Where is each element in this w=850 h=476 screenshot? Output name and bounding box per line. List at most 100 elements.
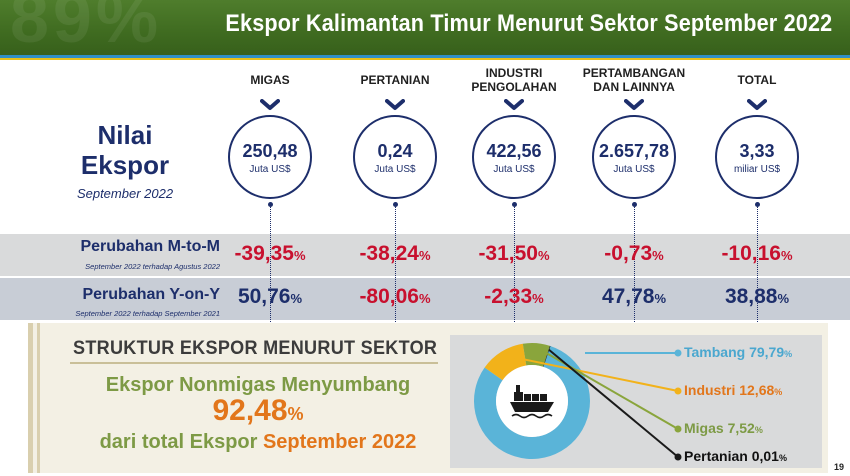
yoy-sub: September 2022 terhadap September 2021 — [75, 309, 220, 318]
yoy-percent: % — [777, 291, 790, 306]
sector-header: MIGAS — [205, 73, 335, 87]
value-circle: 250,48 Juta US$ — [228, 115, 312, 199]
yoy-number: -2,33 — [484, 285, 533, 308]
legend-percent: % — [754, 425, 763, 435]
yoy-value: 38,88% — [692, 285, 822, 309]
structure-line3-prefix: dari total Ekspor — [99, 431, 258, 453]
legend-name: Pertanian — [684, 448, 748, 464]
yoy-number: -80,06 — [359, 285, 419, 308]
value-circle: 422,56 Juta US$ — [472, 115, 556, 199]
sector-header-line1: PERTAMBANGAN — [582, 66, 686, 80]
page-number: 19 — [833, 462, 844, 472]
yoy-percent: % — [418, 291, 431, 306]
connector-dot — [392, 202, 398, 207]
structure-big-percent: % — [287, 404, 304, 424]
export-unit: Juta US$ — [613, 164, 655, 175]
export-value: 2.657,78 — [598, 141, 670, 161]
mtm-value: -10,16% — [692, 242, 822, 266]
yoy-percent: % — [290, 291, 303, 306]
chevron-down-icon — [504, 99, 524, 110]
value-circle: 0,24 Juta US$ — [353, 115, 437, 199]
page-title: Ekspor Kalimantan Timur Menurut Sektor S… — [225, 10, 832, 37]
connector-dot — [631, 202, 637, 207]
mtm-value: -31,50% — [449, 242, 579, 266]
leader-line-migas — [535, 346, 679, 430]
nilai-line2: Ekspor — [80, 150, 170, 180]
header-stripe-blue — [0, 55, 850, 58]
header-stripe-yellow — [0, 58, 850, 60]
connector-line — [394, 207, 396, 322]
legend-migas: Migas 7,52% — [684, 420, 763, 436]
connector-line — [513, 207, 515, 322]
mtm-number: -31,50 — [478, 242, 538, 265]
leader-line-pertanian — [548, 348, 679, 458]
yoy-number: 47,78 — [601, 285, 655, 308]
mtm-number: -0,73 — [604, 242, 653, 265]
chevron-down-icon — [624, 99, 644, 110]
nilai-line1: Nilai — [97, 120, 153, 150]
legend-value: 12,68 — [739, 382, 775, 398]
sector-header-line1: MIGAS — [250, 73, 290, 87]
legend-name: Migas — [684, 420, 724, 436]
legend-value: 79,79 — [749, 344, 785, 360]
yoy-value: -80,06% — [330, 285, 460, 309]
yoy-number: 50,76 — [237, 285, 291, 308]
structure-line3-highlight: September 2022 — [262, 431, 417, 453]
sector-header: TOTAL — [692, 73, 822, 87]
legend-value: 7,52 — [727, 420, 755, 436]
export-unit: Juta US$ — [249, 164, 291, 175]
mtm-row-band — [0, 234, 850, 276]
legend-name: Tambang — [684, 344, 746, 360]
mtm-label: Perubahan M-to-M — [80, 238, 220, 255]
mtm-value: -38,24% — [330, 242, 460, 266]
yoy-row-band — [0, 278, 850, 320]
mtm-percent: % — [418, 248, 431, 263]
connector-dot — [754, 202, 760, 207]
legend-tambang: Tambang 79,79% — [684, 344, 792, 360]
yoy-number: 38,88 — [724, 285, 778, 308]
legend-percent: % — [784, 349, 793, 359]
yoy-value: 50,76% — [205, 285, 335, 309]
legend-percent: % — [774, 387, 783, 397]
structure-section: STRUKTUR EKSPOR MENURUT SEKTOR Ekspor No… — [28, 323, 828, 473]
sector-header-line2: PENGOLAHAN — [471, 80, 557, 94]
structure-accent-bar-thin — [37, 323, 40, 473]
mtm-value: -0,73% — [569, 242, 699, 266]
leader-dot-pertanian — [674, 453, 682, 461]
mtm-percent: % — [780, 248, 793, 263]
export-unit: Juta US$ — [493, 164, 535, 175]
mtm-percent: % — [652, 248, 664, 263]
mtm-number: -10,16 — [721, 242, 781, 265]
sector-header-line1: TOTAL — [737, 73, 777, 87]
sector-header: PERTANIAN — [330, 73, 460, 87]
yoy-value: -2,33% — [449, 285, 579, 309]
export-value: 250,48 — [242, 141, 298, 161]
value-circle: 3,33 miliar US$ — [715, 115, 799, 199]
donut-slice-tambang — [474, 345, 590, 459]
mtm-sub: September 2022 terhadap Agustus 2022 — [85, 262, 220, 271]
nilai-ekspor-label: Nilai Ekspor — [60, 120, 190, 180]
value-circle: 2.657,78 Juta US$ — [592, 115, 676, 199]
chevron-down-icon — [747, 99, 767, 110]
structure-accent-bar — [28, 323, 33, 473]
mtm-value: -39,35% — [205, 242, 335, 266]
sector-header-line1: PERTANIAN — [360, 73, 430, 87]
mtm-number: -38,24 — [359, 242, 419, 265]
yoy-label: Perubahan Y-on-Y — [82, 286, 220, 303]
yoy-percent: % — [654, 291, 667, 306]
export-unit: Juta US$ — [374, 164, 416, 175]
export-value: 3,33 — [739, 141, 775, 161]
nilai-period: September 2022 — [76, 186, 174, 201]
connector-line — [269, 207, 271, 322]
header-watermark: 89% — [10, 0, 163, 55]
mtm-percent: % — [537, 248, 550, 263]
structure-line1: Ekspor Nonmigas Menyumbang — [105, 374, 411, 396]
structure-big-value: 92,48% — [73, 394, 443, 428]
connector-line — [633, 207, 635, 322]
sector-header-line1: INDUSTRI — [485, 66, 543, 80]
connector-line — [756, 207, 758, 322]
structure-big-number: 92,48 — [212, 394, 288, 427]
export-value: 422,56 — [486, 141, 542, 161]
structure-title: STRUKTUR EKSPOR MENURUT SEKTOR — [73, 338, 438, 359]
connector-dot — [267, 202, 273, 207]
